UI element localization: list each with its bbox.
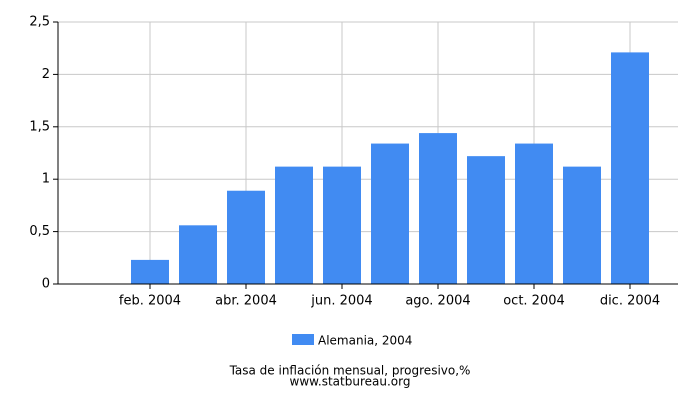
x-tick-label: abr. 2004 bbox=[215, 294, 277, 309]
y-tick-label: 2 bbox=[42, 67, 50, 82]
bar bbox=[131, 259, 169, 284]
bar bbox=[611, 52, 649, 284]
bar bbox=[467, 156, 505, 284]
x-tick-label: jun. 2004 bbox=[310, 294, 372, 309]
y-tick-label: 0,5 bbox=[29, 224, 50, 239]
bar bbox=[275, 166, 313, 284]
bar bbox=[563, 166, 601, 284]
bar bbox=[419, 133, 457, 284]
bar bbox=[323, 166, 361, 284]
footer-text: Tasa de inflación mensual, progresivo,% bbox=[229, 364, 471, 378]
y-tick-label: 1 bbox=[42, 172, 50, 187]
bar bbox=[179, 225, 217, 284]
footer-text: www.statbureau.org bbox=[290, 375, 411, 389]
x-tick-label: oct. 2004 bbox=[503, 294, 565, 309]
y-tick-label: 1,5 bbox=[29, 119, 50, 134]
bar bbox=[227, 190, 265, 284]
x-tick-label: ago. 2004 bbox=[405, 294, 470, 309]
x-tick-label: dic. 2004 bbox=[600, 294, 660, 309]
legend-swatch bbox=[292, 334, 314, 345]
bar bbox=[515, 143, 553, 284]
x-tick-label: feb. 2004 bbox=[119, 294, 181, 309]
legend-label: Alemania, 2004 bbox=[318, 334, 412, 348]
y-tick-label: 0 bbox=[42, 277, 50, 292]
y-tick-label: 2,5 bbox=[29, 15, 50, 30]
bar bbox=[371, 143, 409, 284]
